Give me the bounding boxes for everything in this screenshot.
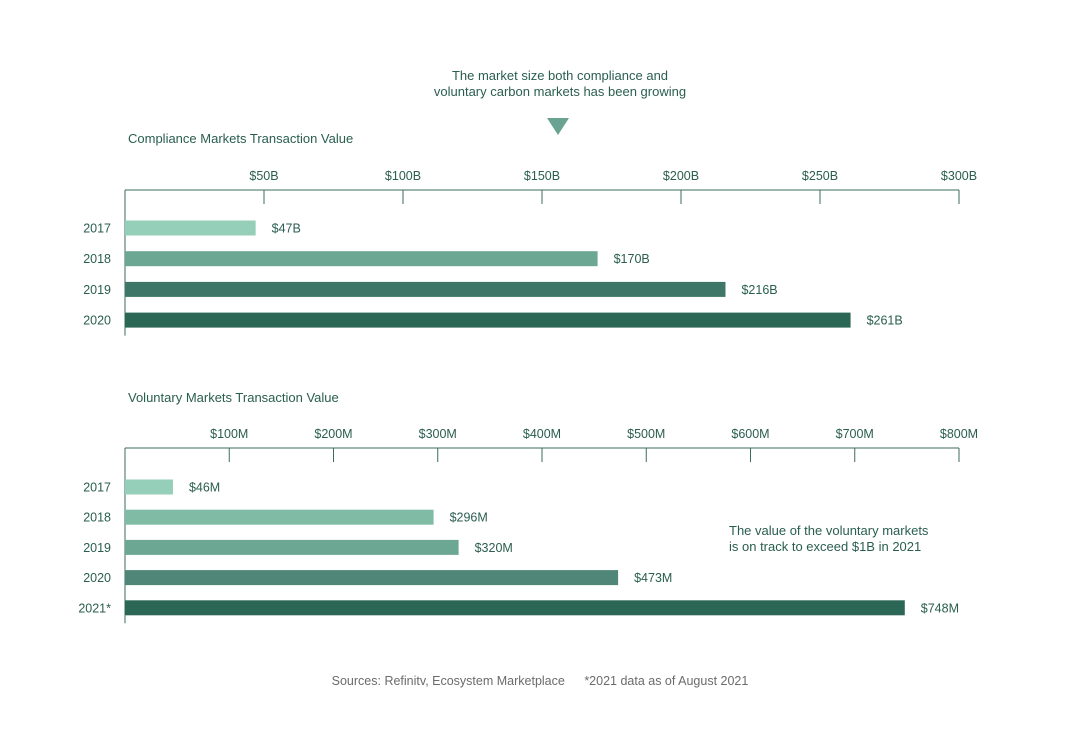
compliance-value-label: $216B [741, 283, 777, 297]
compliance-tick-label: $100B [385, 169, 421, 183]
voluntary-value-label: $473M [634, 571, 672, 585]
compliance-category-label: 2020 [83, 314, 111, 328]
compliance-chart: $50B $100B $150B $200B $250B $300B 2017 $47B 201… [83, 169, 977, 336]
footer-footnote: *2021 data as of August 2021 [584, 674, 749, 688]
voluntary-bar [125, 509, 434, 525]
compliance-category-label: 2017 [83, 222, 111, 236]
voluntary-value-label: $46M [189, 481, 220, 495]
compliance-tick-label: $50B [249, 169, 278, 183]
voluntary-category-label: 2018 [83, 511, 111, 525]
voluntary-tick-label: $600M [731, 427, 769, 441]
voluntary-bar [125, 539, 459, 555]
voluntary-category-label: 2019 [83, 541, 111, 555]
voluntary-bar [125, 570, 619, 586]
voluntary-value-label: $748M [921, 601, 959, 615]
voluntary-bar [125, 479, 173, 495]
annotation-line-1: The value of the voluntary markets [729, 523, 929, 538]
compliance-value-label: $170B [614, 252, 650, 266]
voluntary-tick-label: $700M [836, 427, 874, 441]
headline-line-1: The market size both compliance and [451, 68, 669, 83]
voluntary-tick-label: $400M [523, 427, 561, 441]
voluntary-category-label: 2017 [83, 481, 111, 495]
compliance-category-label: 2018 [83, 252, 111, 266]
compliance-bar [125, 312, 851, 328]
footer-sources: Sources: Refinitv, Ecosystem Marketplace [331, 674, 565, 688]
compliance-bar [125, 220, 256, 236]
headline-line-2: voluntary carbon markets has been growin… [433, 84, 687, 99]
annotation-line-2: is on track to exceed $1B in 2021 [729, 539, 922, 554]
compliance-value-label: $261B [867, 314, 903, 328]
voluntary-tick-label: $500M [627, 427, 665, 441]
voluntary-tick-label: $800M [940, 427, 978, 441]
compliance-tick-label: $250B [802, 169, 838, 183]
compliance-bar [125, 281, 726, 297]
compliance-value-label: $47B [272, 222, 301, 236]
voluntary-tick-label: $300M [419, 427, 457, 441]
voluntary-chart-title: Voluntary Markets Transaction Value [128, 390, 339, 405]
compliance-tick-label: $150B [524, 169, 560, 183]
voluntary-value-label: $320M [475, 541, 513, 555]
footer: Sources: Refinitv, Ecosystem Marketplace… [0, 674, 1080, 688]
voluntary-bar [125, 600, 905, 616]
voluntary-value-label: $296M [450, 511, 488, 525]
compliance-chart-title: Compliance Markets Transaction Value [128, 131, 354, 146]
compliance-bar [125, 251, 598, 267]
compliance-tick-label: $200B [663, 169, 699, 183]
voluntary-tick-label: $200M [314, 427, 352, 441]
down-arrow-icon [547, 118, 569, 135]
voluntary-annotation: The value of the voluntary markets is on… [729, 523, 989, 555]
voluntary-tick-label: $100M [210, 427, 248, 441]
headline: The market size both compliance and volu… [340, 68, 780, 100]
voluntary-category-label: 2021* [78, 601, 111, 615]
voluntary-category-label: 2020 [83, 571, 111, 585]
voluntary-chart: $100M $200M $300M $400M $500M $600M $700M $800M… [78, 427, 978, 624]
compliance-category-label: 2019 [83, 283, 111, 297]
compliance-tick-label: $300B [941, 169, 977, 183]
